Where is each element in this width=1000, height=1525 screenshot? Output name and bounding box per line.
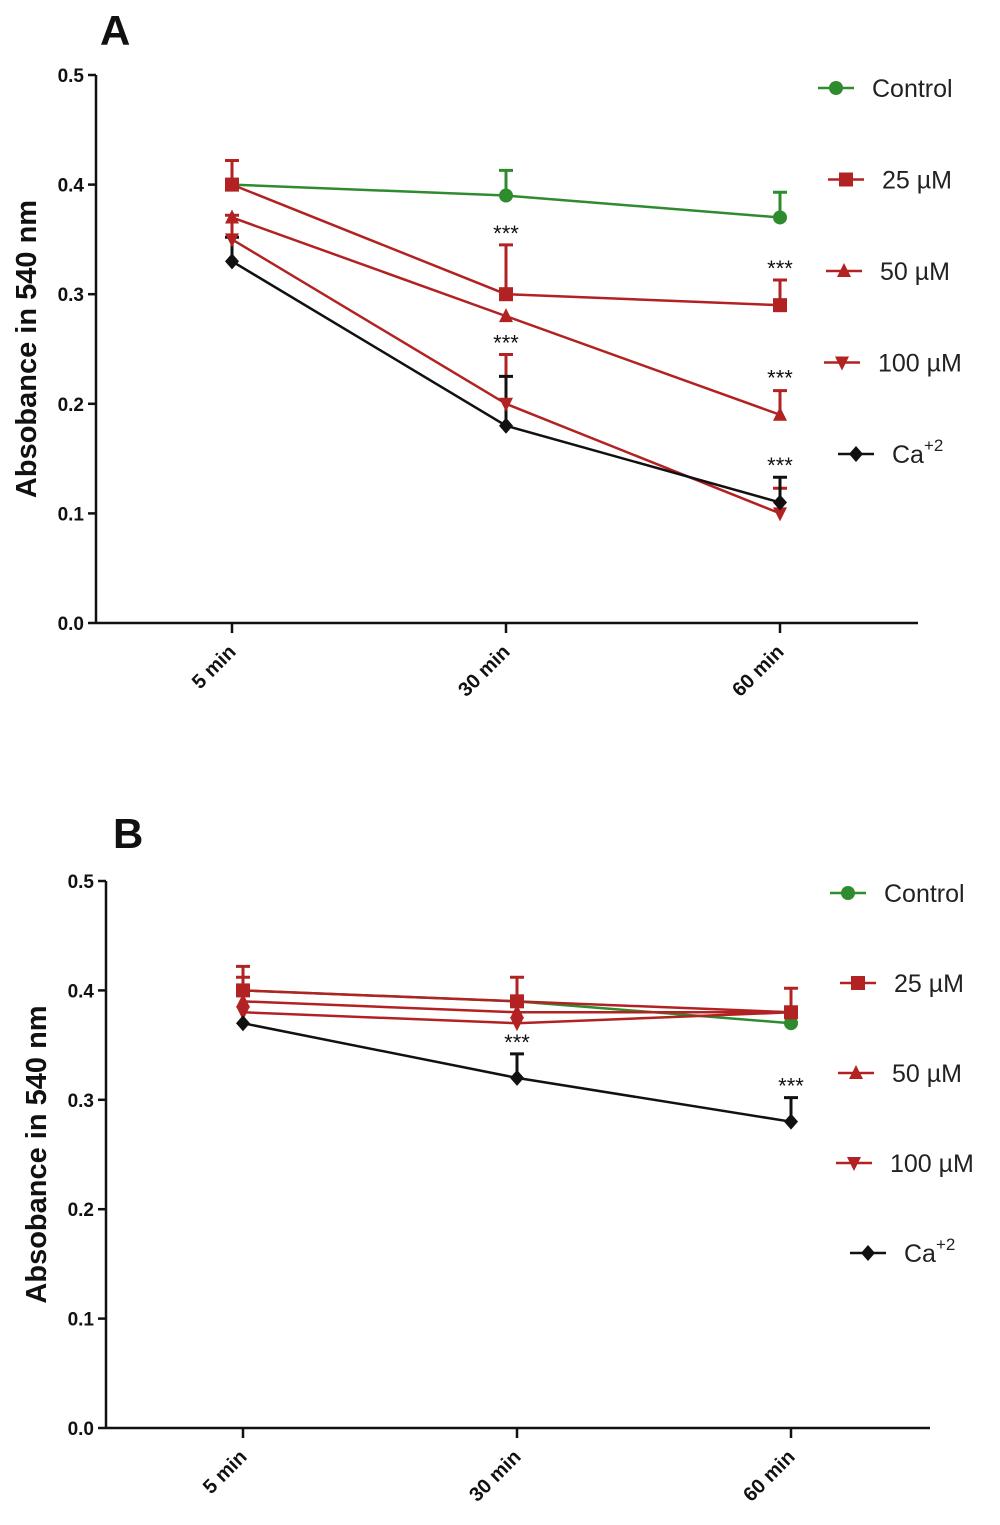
data-point [784, 1016, 798, 1031]
legend-label: 100 µM [878, 350, 962, 378]
error-bar [499, 243, 513, 295]
legend-marker [841, 886, 855, 900]
y-tick-label: 0.2 [58, 395, 84, 416]
legend-marker [849, 1065, 863, 1079]
y-tick-label: 0.5 [58, 66, 85, 87]
data-point [510, 1069, 524, 1086]
data-point [510, 1004, 524, 1019]
y-axis-label: Absobance in 540 nm [11, 200, 43, 498]
legend-label: 50 µM [880, 258, 950, 286]
data-point [236, 1015, 250, 1032]
y-tick-label: 0.5 [68, 872, 95, 893]
x-tick-label: 60 min [739, 1446, 799, 1506]
y-tick-label: 0.0 [68, 1419, 94, 1440]
x-tick-label: 60 min [728, 641, 788, 701]
data-point [499, 417, 513, 434]
data-point [773, 298, 787, 313]
series-2-markers [225, 209, 787, 421]
panel-b-series: *** *** [236, 964, 804, 1130]
y-axis-label: Absobance in 540 nm [21, 1005, 53, 1303]
data-point [225, 177, 239, 192]
legend-entry: 25 µM [840, 970, 964, 998]
legend-marker [849, 446, 863, 462]
legend-label: 100 µM [890, 1150, 974, 1178]
significance-annotation: *** [767, 256, 793, 281]
y-tick-label: 0.0 [58, 614, 84, 635]
y-tick-label: 0.3 [68, 1091, 94, 1112]
legend-label: Control [872, 75, 953, 103]
legend-marker [851, 976, 865, 990]
legend-label: Ca+2 [904, 1235, 955, 1268]
data-point [225, 209, 239, 224]
legend-label: 25 µM [894, 970, 964, 998]
y-tick-label: 0.4 [58, 176, 85, 197]
legend-marker [839, 172, 853, 187]
series-3-markers [236, 1006, 798, 1032]
significance-annotation: *** [504, 1030, 530, 1055]
data-point [225, 233, 239, 248]
legend-marker [861, 1245, 875, 1261]
series-4-markers [236, 1015, 798, 1130]
legend-label: Control [884, 880, 965, 908]
x-tick-label: 5 min [188, 641, 241, 694]
data-point [499, 308, 513, 323]
legend-entry: 100 µM [836, 1150, 974, 1178]
panel-letter-a: A [100, 7, 130, 54]
data-point [236, 993, 250, 1008]
legend-entry: 50 µM [826, 258, 950, 286]
panel-a-series: *** *** *** *** *** [225, 158, 793, 522]
y-tick-label: 0.4 [68, 981, 95, 1002]
legend-entry: 25 µM [828, 167, 952, 195]
legend-entry: 50 µM [838, 1060, 962, 1088]
series-3-markers [225, 233, 787, 522]
data-point [784, 1006, 798, 1021]
data-point [225, 253, 239, 270]
series-1-markers [225, 177, 787, 313]
data-point [499, 188, 513, 203]
panel-a: A 0.0 0.1 0.2 0.3 0.4 0.5 5 min 30 min 60 min Abs… [11, 7, 962, 701]
panel-letter-b: B [113, 810, 143, 857]
panel-a-legend: Control 25 µM 50 µM 100 µM Ca+2 [818, 75, 962, 469]
legend-entry: Ca+2 [838, 436, 943, 469]
legend-label: 25 µM [882, 167, 952, 195]
legend-entry: Control [818, 75, 953, 103]
data-point [773, 507, 787, 522]
data-point [236, 1006, 250, 1021]
x-tick-label: 30 min [465, 1446, 525, 1506]
legend-marker [837, 263, 851, 277]
legend-label: Ca+2 [892, 436, 943, 469]
data-point [773, 406, 787, 421]
significance-annotation: *** [767, 366, 793, 391]
y-tick-label: 0.1 [58, 504, 85, 525]
y-tick-label: 0.1 [68, 1310, 95, 1331]
data-point [773, 494, 787, 511]
y-tick-label: 0.2 [68, 1200, 94, 1221]
legend-marker [847, 1157, 861, 1171]
legend-entry: Ca+2 [850, 1235, 955, 1268]
data-point [773, 210, 787, 225]
data-point [510, 1017, 524, 1032]
x-tick-label: 5 min [199, 1446, 252, 1499]
data-point [236, 983, 250, 998]
panel-b-legend: Control 25 µM 50 µM 100 µM Ca+2 [830, 880, 974, 1268]
significance-annotation: *** [493, 330, 519, 355]
y-tick-label: 0.3 [58, 285, 84, 306]
legend-marker [829, 81, 843, 95]
x-tick-label: 30 min [454, 641, 514, 701]
data-point [499, 397, 513, 412]
legend-label: 50 µM [892, 1060, 962, 1088]
significance-annotation: *** [767, 453, 793, 478]
legend-entry: Control [830, 880, 965, 908]
data-point [510, 994, 524, 1009]
panel-b: B 0.0 0.1 0.2 0.3 0.4 0.5 5 min 30 min 60 min Abs… [21, 810, 974, 1506]
legend-entry: 100 µM [824, 350, 962, 378]
panel-b-axes: 0.0 0.1 0.2 0.3 0.4 0.5 5 min 30 min 60 min Absob… [21, 872, 930, 1506]
data-point [784, 1113, 798, 1130]
significance-annotation: *** [778, 1074, 804, 1099]
legend-marker [835, 356, 849, 371]
data-point [499, 287, 513, 302]
series-4-markers [225, 253, 787, 511]
significance-annotation: *** [493, 221, 519, 246]
